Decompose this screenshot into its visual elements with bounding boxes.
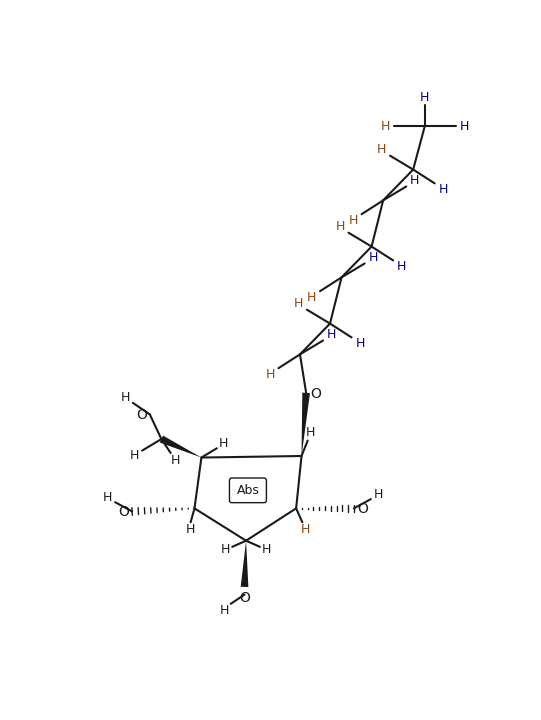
Text: H: H [420,91,430,104]
Text: H: H [307,291,316,304]
Text: H: H [221,544,230,557]
Polygon shape [301,392,310,456]
Text: Abs: Abs [236,484,259,497]
Text: H: H [327,328,337,341]
Text: H: H [459,120,469,133]
Polygon shape [241,541,248,587]
Text: O: O [358,502,368,516]
Text: H: H [355,337,365,350]
Text: H: H [348,214,358,227]
Text: H: H [368,251,378,264]
Text: O: O [239,590,250,605]
Text: H: H [265,368,275,381]
Text: H: H [439,183,448,196]
Text: H: H [170,454,180,467]
Text: O: O [118,505,129,519]
FancyBboxPatch shape [229,478,266,503]
Text: H: H [219,437,228,450]
Text: H: H [220,603,229,616]
Text: H: H [306,426,315,439]
Text: H: H [262,544,272,557]
Text: H: H [374,488,383,501]
Text: H: H [103,491,112,504]
Text: H: H [294,297,303,310]
Text: H: H [121,391,130,404]
Text: H: H [410,174,419,186]
Text: H: H [186,523,195,536]
Polygon shape [160,436,201,457]
Text: O: O [136,408,147,422]
Text: H: H [301,523,310,536]
Text: H: H [381,120,390,133]
Text: H: H [397,260,406,273]
Text: H: H [377,143,386,156]
Text: H: H [335,220,345,233]
Text: O: O [310,387,321,401]
Text: H: H [130,449,139,462]
